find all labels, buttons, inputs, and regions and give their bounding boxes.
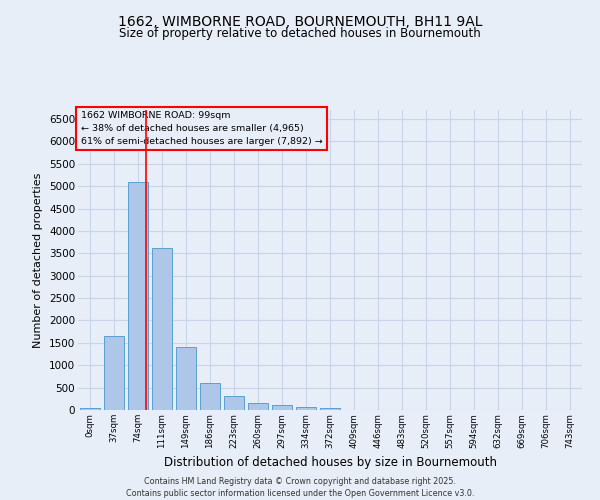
X-axis label: Distribution of detached houses by size in Bournemouth: Distribution of detached houses by size … — [163, 456, 497, 469]
Bar — [248, 403, 268, 410]
Bar — [272, 405, 292, 410]
Bar — [80, 408, 100, 410]
Bar — [176, 348, 196, 410]
Y-axis label: Number of detached properties: Number of detached properties — [34, 172, 43, 348]
Bar — [224, 396, 244, 410]
Text: 1662, WIMBORNE ROAD, BOURNEMOUTH, BH11 9AL: 1662, WIMBORNE ROAD, BOURNEMOUTH, BH11 9… — [118, 15, 482, 29]
Bar — [152, 248, 172, 410]
Bar — [128, 182, 148, 410]
Text: 1662 WIMBORNE ROAD: 99sqm
← 38% of detached houses are smaller (4,965)
61% of se: 1662 WIMBORNE ROAD: 99sqm ← 38% of detac… — [80, 112, 322, 146]
Text: Size of property relative to detached houses in Bournemouth: Size of property relative to detached ho… — [119, 28, 481, 40]
Bar — [296, 406, 316, 410]
Bar — [104, 336, 124, 410]
Bar — [320, 408, 340, 410]
Text: Contains HM Land Registry data © Crown copyright and database right 2025.
Contai: Contains HM Land Registry data © Crown c… — [126, 476, 474, 498]
Bar — [200, 382, 220, 410]
